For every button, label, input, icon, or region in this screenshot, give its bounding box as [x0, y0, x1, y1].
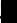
Text: Figure 2: Figure 2	[1, 0, 17, 12]
